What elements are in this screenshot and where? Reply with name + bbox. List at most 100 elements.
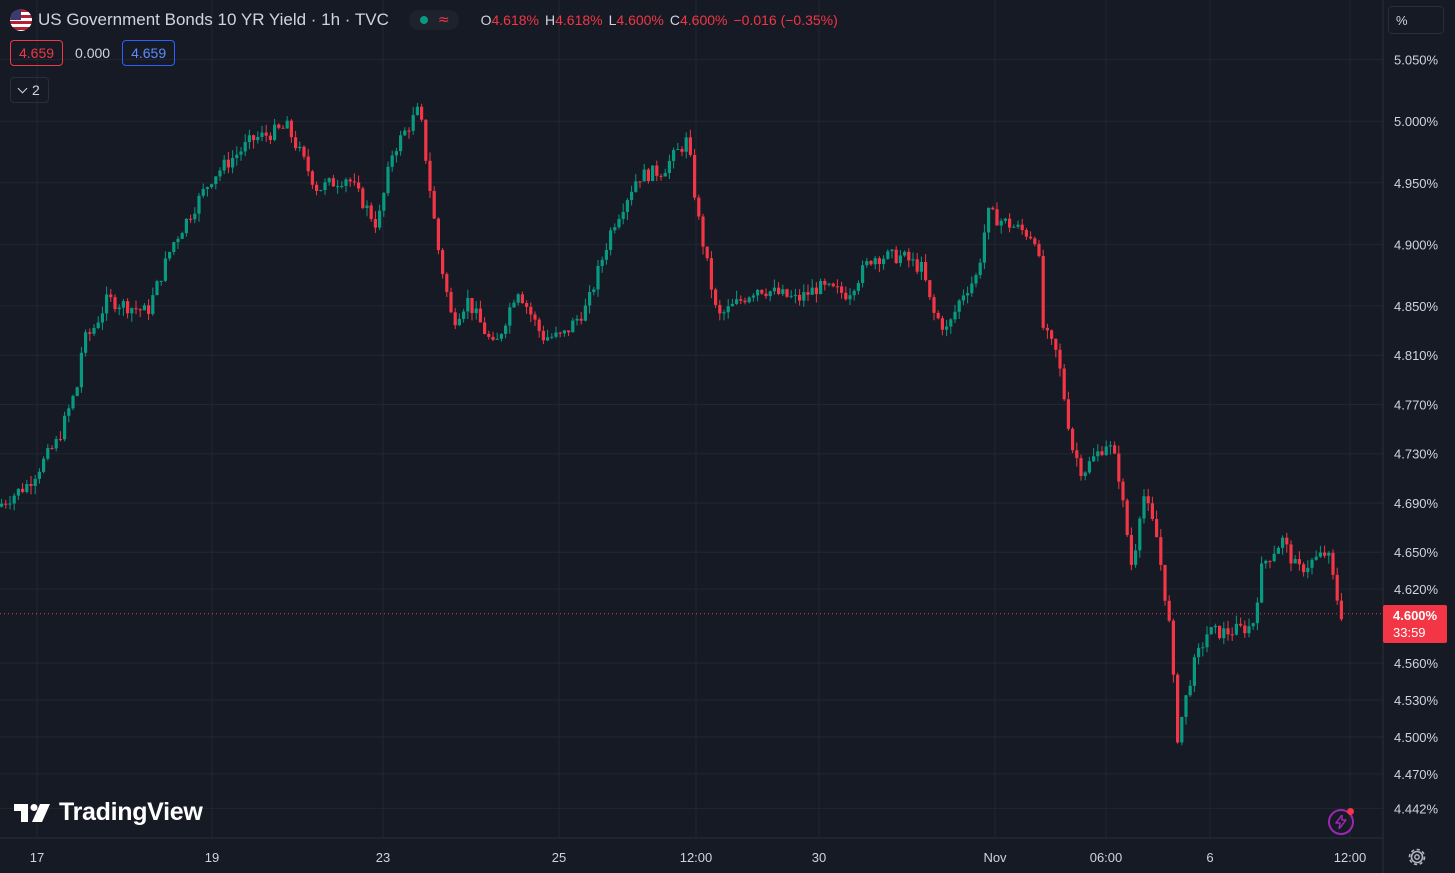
- candle-up: [873, 258, 877, 265]
- candle-down: [1125, 500, 1129, 536]
- candle-down: [1297, 559, 1301, 565]
- candle-up: [71, 395, 75, 409]
- x-tick-label: 25: [552, 850, 566, 865]
- candle-up: [848, 295, 852, 300]
- candle-up: [583, 305, 587, 321]
- y-tick-label: 4.442%: [1394, 801, 1439, 816]
- candle-down: [369, 205, 373, 220]
- candle-up: [781, 289, 785, 294]
- candle-down: [445, 274, 449, 292]
- candle-up: [466, 297, 470, 312]
- candle-down: [441, 250, 445, 275]
- candle-up: [1293, 559, 1297, 564]
- open-value: 4.618%: [491, 12, 539, 28]
- candle-up: [1138, 518, 1142, 551]
- candle-down: [835, 286, 839, 288]
- candle-down: [420, 106, 424, 120]
- buy-button[interactable]: 4.659: [122, 40, 176, 66]
- candle-down: [407, 130, 411, 132]
- candle-up: [978, 262, 982, 276]
- price-axis[interactable]: 5.050% 5.000% 4.950% 4.900% 4.850% 4.810% 4.77…: [1394, 53, 1439, 817]
- candle-up: [390, 155, 394, 167]
- candle-down: [1113, 445, 1117, 454]
- candle-up: [516, 294, 520, 303]
- candle-down: [1167, 600, 1171, 621]
- candle-up: [96, 322, 100, 329]
- candle-down: [4, 503, 8, 505]
- candle-down: [844, 292, 848, 300]
- y-tick-label: 4.950%: [1394, 176, 1439, 191]
- candle-up: [273, 124, 277, 140]
- candle-up: [1134, 550, 1138, 565]
- candle-up: [382, 193, 386, 211]
- candle-up: [1096, 451, 1100, 457]
- candle-down: [529, 306, 533, 315]
- candle-up: [1188, 685, 1192, 696]
- candle-down: [1163, 564, 1167, 601]
- candle-up: [562, 330, 566, 334]
- candle-down: [134, 308, 138, 310]
- candle-down: [361, 188, 365, 209]
- candle-up: [571, 320, 575, 333]
- open-label: O: [480, 12, 492, 28]
- candle-up: [1012, 226, 1016, 228]
- y-tick-label: 4.650%: [1394, 545, 1439, 560]
- candle-up: [403, 130, 407, 136]
- candle-down: [1218, 625, 1222, 639]
- candle-down: [907, 251, 911, 261]
- candle-down: [310, 171, 314, 185]
- candle-down: [1285, 537, 1289, 545]
- candle-up: [802, 292, 806, 301]
- market-status-pill[interactable]: ≈: [408, 10, 459, 30]
- candle-down: [1171, 620, 1175, 675]
- price-unit-button[interactable]: %: [1388, 6, 1444, 34]
- indicators-toggle-button[interactable]: 2: [10, 77, 49, 103]
- candle-up: [684, 137, 688, 152]
- approx-wave-icon: ≈: [437, 12, 450, 28]
- candle-up: [957, 300, 961, 312]
- candle-up: [323, 182, 327, 191]
- candle-down: [88, 332, 92, 334]
- quick-action-button[interactable]: [1328, 809, 1354, 835]
- candle-up: [747, 297, 751, 303]
- candle-up: [865, 261, 869, 266]
- candle-down: [483, 322, 487, 334]
- candle-down: [226, 159, 230, 168]
- candle-up: [168, 252, 172, 259]
- logo-text: TradingView: [59, 798, 203, 826]
- candle-up: [151, 295, 155, 314]
- candle-down: [357, 182, 361, 189]
- candle-up: [575, 318, 579, 321]
- x-tick-label: 30: [812, 850, 826, 865]
- y-tick-label: 4.560%: [1394, 656, 1439, 671]
- candle-down: [432, 190, 436, 219]
- symbol-title[interactable]: US Government Bonds 10 YR Yield · 1h · T…: [38, 10, 389, 29]
- time-axis[interactable]: 17 19 23 25 12:00 30 Nov 06:00 6 12:00: [30, 850, 1367, 865]
- candle-down: [478, 308, 482, 323]
- candle-up: [210, 184, 214, 188]
- candle-down: [823, 280, 827, 285]
- low-label: L: [608, 12, 617, 28]
- candle-down: [449, 291, 453, 313]
- candle-up: [365, 205, 369, 209]
- tradingview-logo[interactable]: TradingView: [14, 798, 203, 827]
- candle-down: [718, 304, 722, 314]
- x-tick-label: 17: [30, 850, 44, 865]
- x-tick-label: 06:00: [1090, 850, 1123, 865]
- candle-up: [495, 338, 499, 340]
- candle-up: [474, 308, 478, 314]
- candle-up: [987, 207, 991, 233]
- sell-button[interactable]: 4.659: [10, 40, 64, 66]
- candle-down: [1176, 674, 1180, 743]
- gear-icon[interactable]: [1405, 845, 1429, 869]
- candle-down: [877, 258, 881, 265]
- candle-up: [592, 289, 596, 292]
- candle-up: [604, 249, 608, 260]
- candle-up: [1314, 556, 1318, 560]
- candle-up: [121, 301, 125, 308]
- candle-up: [386, 166, 390, 194]
- current-price-badge: 4.600% 33:59: [1383, 605, 1447, 643]
- candle-down: [126, 301, 130, 314]
- candle-up: [663, 173, 667, 177]
